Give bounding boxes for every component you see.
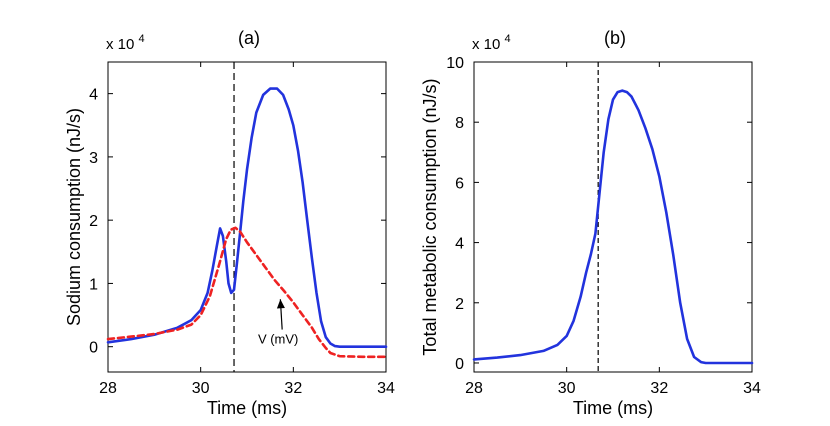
y-exponent-base: x 10 bbox=[472, 36, 505, 53]
x-tick-label: 30 bbox=[192, 380, 210, 397]
x-axis-label: Time (ms) bbox=[573, 398, 653, 418]
y-tick-label: 1 bbox=[89, 276, 98, 293]
y-axis-label: Sodium consumption (nJ/s) bbox=[64, 108, 84, 326]
y-exponent-power: 4 bbox=[505, 33, 511, 45]
x-tick-label: 30 bbox=[558, 380, 576, 397]
series-line-voltage bbox=[106, 226, 388, 359]
y-tick-label: 2 bbox=[455, 296, 464, 313]
y-tick-label: 4 bbox=[89, 87, 98, 104]
x-tick-label: 32 bbox=[284, 380, 302, 397]
x-tick-label: 28 bbox=[99, 380, 117, 397]
y-tick-label: 0 bbox=[89, 340, 98, 357]
series-line-total bbox=[472, 89, 754, 365]
x-tick-label: 28 bbox=[465, 380, 483, 397]
x-tick-label: 34 bbox=[377, 380, 395, 397]
y-tick-label: 2 bbox=[89, 213, 98, 230]
x-tick-label: 34 bbox=[743, 380, 761, 397]
y-tick-label: 0 bbox=[455, 356, 464, 373]
annotation-arrow-head bbox=[276, 299, 285, 309]
y-axis-label: Total metabolic consumption (nJ/s) bbox=[420, 78, 440, 355]
annotation-label: V (mV) bbox=[258, 332, 298, 347]
y-tick-label: 8 bbox=[455, 115, 464, 132]
y-tick-label: 6 bbox=[455, 175, 464, 192]
x-axis-label: Time (ms) bbox=[207, 398, 287, 418]
y-exponent-power: 4 bbox=[139, 33, 145, 45]
y-tick-label: 10 bbox=[446, 55, 464, 72]
y-exponent-label: x 10 4 bbox=[106, 33, 145, 53]
panel-title: (b) bbox=[604, 28, 626, 48]
panel-b: 28 30 32 34 0 2 4 6 8 10 x 10 4 (b) Time (ms) Total m… bbox=[420, 28, 761, 418]
y-tick-label: 3 bbox=[89, 150, 98, 167]
y-exponent-base: x 10 bbox=[106, 36, 139, 53]
panel-title: (a) bbox=[238, 28, 260, 48]
series-line-sodium bbox=[106, 87, 388, 349]
y-tick-label: 4 bbox=[455, 236, 464, 253]
y-exponent-label: x 10 4 bbox=[472, 33, 511, 53]
plot-frame bbox=[107, 61, 387, 373]
x-tick-label: 32 bbox=[650, 380, 668, 397]
plot-frame bbox=[473, 61, 753, 373]
